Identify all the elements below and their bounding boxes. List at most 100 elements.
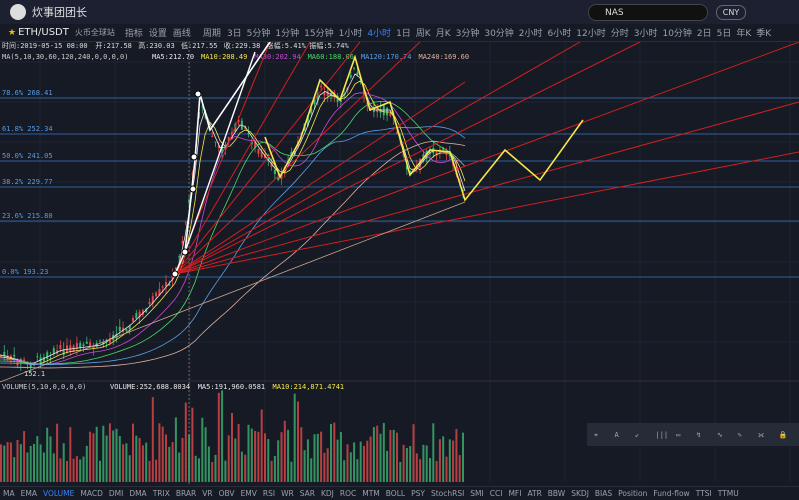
indicator[interactable]: MACD [80,489,103,498]
support [0,201,466,383]
action[interactable]: 画线 [172,29,191,39]
candle [3,352,6,357]
volume-bar [264,433,266,482]
star[interactable]: ★ [8,27,17,38]
indicator[interactable]: BRAR [175,489,197,498]
volume-bar [455,429,458,482]
volume-bar [138,438,141,482]
indicator[interactable]: Fund-flow [653,489,690,498]
candle [102,342,105,345]
exchange: 火币全球站 [74,28,115,37]
period[interactable]: 年K [736,29,752,39]
action[interactable]: 指标 [124,29,143,39]
indicator[interactable]: PSY [411,489,425,498]
period[interactable]: 分时 [610,29,629,39]
period[interactable]: 15分钟 [304,29,334,39]
period[interactable]: 3分钟 [455,29,480,39]
actions: 指标 设置 画线 [125,26,197,39]
period[interactable]: 6小时 [547,29,572,39]
volume-bar [333,422,336,482]
action[interactable]: 设置 [148,29,167,39]
candle [405,165,408,170]
candle [125,328,128,331]
indicator[interactable]: TRIX [152,489,170,498]
indicator[interactable]: BBW [547,489,566,498]
period[interactable]: 季K [756,29,772,39]
volume-bar [42,452,45,482]
indicator[interactable]: TTSI [695,489,712,498]
period[interactable]: 1分钟 [275,29,300,39]
indicator[interactable]: VR [202,489,213,498]
indicator[interactable]: KDJ [320,489,334,498]
search-box[interactable]: NAS [588,4,708,21]
indicator-bar: MA EMA VOLUME MACD DMI DMA TRIX BRAR VR OBV EMV RSI… [0,486,799,500]
volume-bar [6,442,9,482]
search-text: NAS [605,7,624,18]
candle [313,99,316,105]
fan-line [174,42,641,275]
volume-bar [300,427,303,482]
indicator[interactable]: OBV [218,489,235,498]
period[interactable]: 1小时 [338,29,363,39]
tool-icon: A [615,431,620,439]
candle [66,345,68,353]
indicator[interactable]: DMA [129,489,147,498]
indicator[interactable]: SAR [299,489,315,498]
volume-bar [326,448,329,482]
candle [128,325,131,330]
volume-bar [240,451,243,482]
volume-bar [161,426,164,482]
period[interactable]: 2日 [696,29,712,39]
indicator[interactable]: SKDJ [571,489,589,498]
tool-icon: 🔒 [779,431,788,439]
candle [339,98,342,102]
indicator[interactable]: TTMU [717,489,739,498]
indicator[interactable]: Position [618,489,648,498]
indicator[interactable]: BIAS [594,489,613,498]
volume-bar [204,427,207,482]
indicator[interactable]: DMI [108,489,124,498]
volume-bar [303,450,306,482]
indicator[interactable]: MA [3,489,15,498]
currency[interactable]: CNY [716,5,746,20]
candle [336,95,339,102]
period[interactable]: 10分钟 [662,29,692,39]
volume-bar [412,424,415,482]
indicator[interactable]: WR [281,489,294,498]
indicator[interactable]: RSI [262,489,276,498]
indicator[interactable]: BOLL [385,489,406,498]
period[interactable]: 1日 [396,29,411,39]
period[interactable]: 2小时 [518,29,543,39]
indicator[interactable]: StochRSI [430,489,465,498]
indicator[interactable]: EMV [240,489,257,498]
volume-bar [198,458,200,482]
period[interactable]: 3日 [226,29,242,39]
candle [89,342,92,347]
period[interactable]: 3小时 [633,29,658,39]
candle [115,333,118,339]
indicator[interactable]: SMI [470,489,484,498]
volume-bar [13,457,16,482]
indicator[interactable]: CCI [489,489,503,498]
indicator[interactable]: EMA [20,489,37,498]
indicator[interactable]: ROC [339,489,357,498]
info-text: 开:217.58 [95,42,132,50]
pivot [190,153,198,161]
period[interactable]: 5日 [716,29,732,39]
period[interactable]: 周K [415,29,431,39]
period[interactable]: 5分钟 [246,29,271,39]
candle [392,118,395,119]
indicator[interactable]: VOLUME [42,489,75,498]
avatar[interactable] [10,4,26,20]
period[interactable]: 月K [435,29,451,39]
indicator[interactable]: MFI [508,489,522,498]
tool-icon: ⟗ [758,431,764,439]
indicator[interactable]: MTM [362,489,380,498]
indicator[interactable]: ATR [527,489,542,498]
period[interactable]: 4小时 [367,29,392,39]
period[interactable]: 30分钟 [484,29,514,39]
candle [168,283,171,286]
volume-bar [376,425,379,482]
period[interactable]: 12小时 [576,29,606,39]
volume-bar [29,445,32,482]
